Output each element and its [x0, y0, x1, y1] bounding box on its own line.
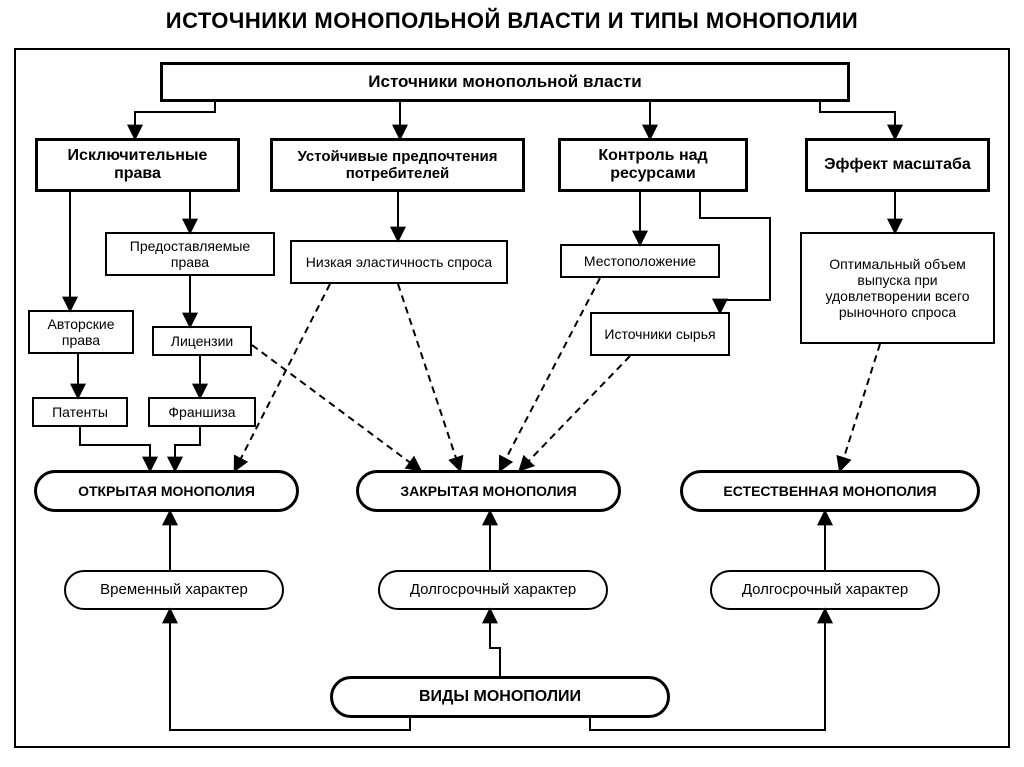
node-franchise: Франшиза: [148, 397, 256, 427]
node-open: ОТКРЫТАЯ МОНОПОЛИЯ: [34, 470, 299, 512]
node-natural: ЕСТЕСТВЕННАЯ МОНОПОЛИЯ: [680, 470, 980, 512]
node-src1: Исключительные права: [35, 138, 240, 192]
node-optimal: Оптимальный объем выпуска при удовлетвор…: [800, 232, 995, 344]
node-src2: Устойчивые предпочтения потребителей: [270, 138, 525, 192]
node-src4: Эффект масштаба: [805, 138, 990, 192]
node-closed: ЗАКРЫТАЯ МОНОПОЛИЯ: [356, 470, 621, 512]
node-licenses: Лицензии: [152, 326, 252, 356]
node-long1: Долгосрочный характер: [378, 570, 608, 610]
node-granted: Предоставляемые права: [105, 232, 275, 276]
node-src3: Контроль над ресурсами: [558, 138, 748, 192]
node-root: Источники монопольной власти: [160, 62, 850, 102]
node-patents: Патенты: [32, 397, 128, 427]
node-temp: Временный характер: [64, 570, 284, 610]
diagram-title: ИСТОЧНИКИ МОНОПОЛЬНОЙ ВЛАСТИ И ТИПЫ МОНО…: [0, 8, 1024, 34]
node-rawmat: Источники сырья: [590, 312, 730, 356]
node-types: ВИДЫ МОНОПОЛИИ: [330, 676, 670, 718]
node-elasticity: Низкая эластичность спроса: [290, 240, 508, 284]
node-location: Местоположение: [560, 244, 720, 278]
node-long2: Долгосрочный характер: [710, 570, 940, 610]
node-copyright: Авторские права: [28, 310, 134, 354]
